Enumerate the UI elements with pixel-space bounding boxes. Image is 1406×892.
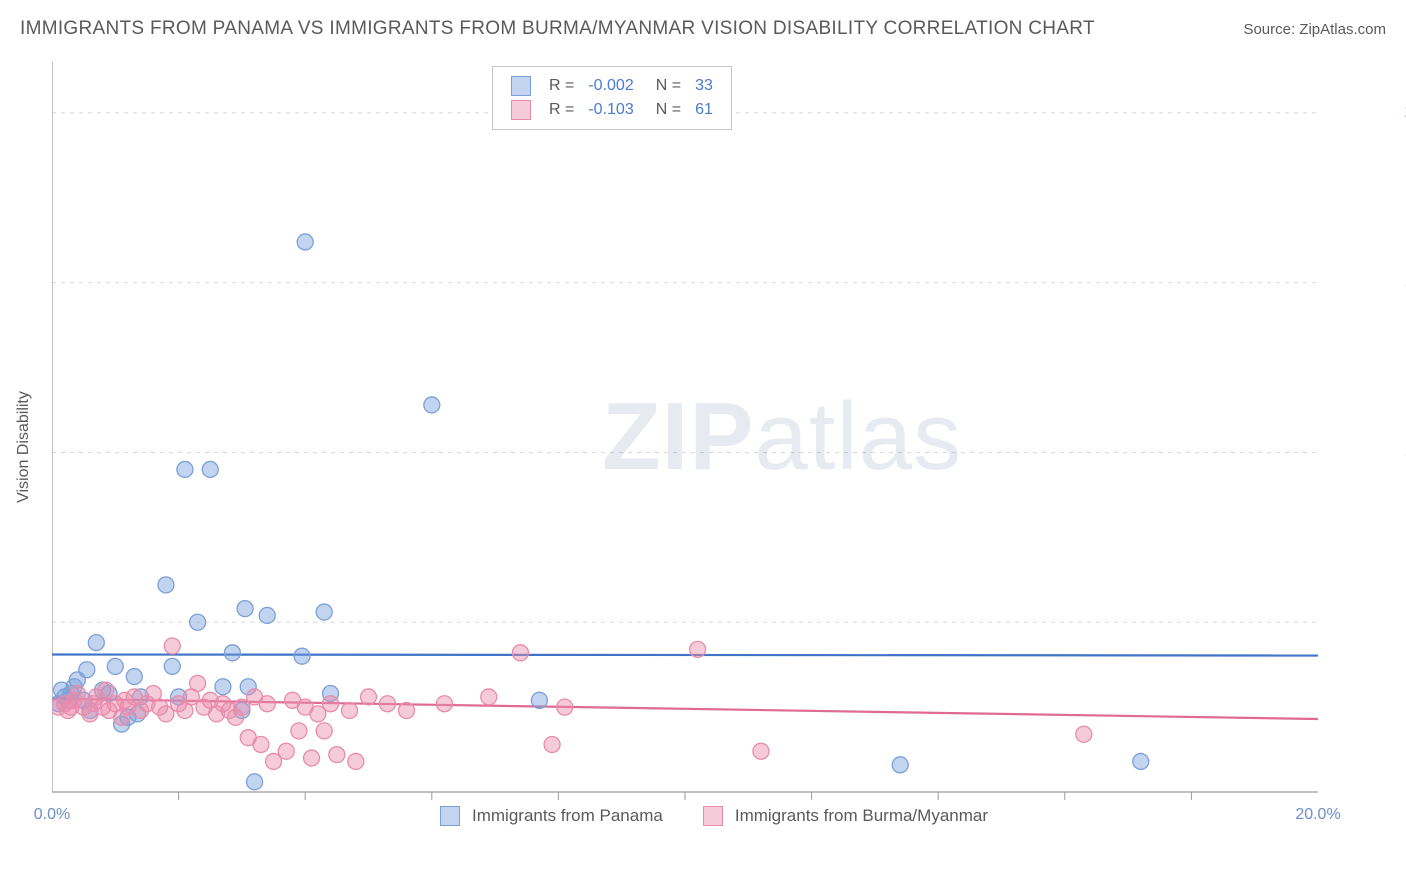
legend-item: Immigrants from Panama	[440, 806, 663, 826]
plot-region: 5.0%10.0%15.0%20.0%0.0%20.0%ZIPatlasR =-…	[52, 62, 1388, 832]
chart-title: IMMIGRANTS FROM PANAMA VS IMMIGRANTS FRO…	[20, 18, 1095, 40]
source-label: Source: ZipAtlas.com	[1243, 21, 1386, 38]
chart-area: Vision Disability 5.0%10.0%15.0%20.0%0.0…	[28, 62, 1388, 832]
series-legend: Immigrants from Panama Immigrants from Bu…	[440, 806, 988, 826]
y-axis-label: Vision Disability	[15, 391, 33, 503]
x-tick-label: 0.0%	[34, 806, 70, 824]
stats-legend: R =-0.002N =33R =-0.103N =61	[492, 66, 732, 130]
x-tick-label: 20.0%	[1295, 806, 1340, 824]
legend-item: Immigrants from Burma/Myanmar	[703, 806, 988, 826]
